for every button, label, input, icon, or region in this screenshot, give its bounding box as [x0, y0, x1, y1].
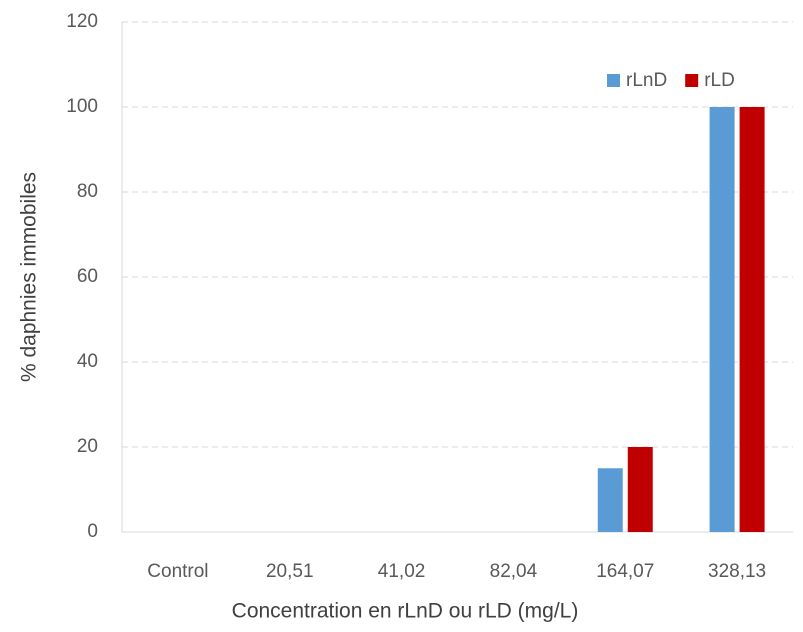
y-tick-label: 120	[66, 11, 98, 32]
x-axis-title: Concentration en rLnD ou rLD (mg/L)	[232, 600, 579, 623]
y-tick-label: 60	[77, 266, 98, 287]
bar	[739, 107, 765, 532]
bar	[627, 447, 653, 532]
y-tick-label: 100	[66, 96, 98, 117]
y-tick-label: 0	[87, 521, 98, 542]
y-tick-label: 20	[77, 436, 98, 457]
legend-label: rLnD	[626, 70, 667, 91]
x-tick-label: 328,13	[708, 561, 766, 582]
x-tick-label: 82,04	[490, 561, 538, 582]
y-axis-title: % daphnies immobiles	[18, 172, 41, 382]
x-tick-label: Control	[147, 561, 208, 582]
y-tick-label: 40	[77, 351, 98, 372]
bar	[597, 468, 623, 532]
legend-swatch	[607, 74, 620, 87]
bar	[709, 107, 735, 532]
x-tick-label: 41,02	[378, 561, 426, 582]
legend-swatch	[685, 74, 699, 87]
x-tick-label: 20,51	[266, 561, 314, 582]
legend-label: rLD	[704, 70, 735, 91]
y-tick-label: 80	[77, 181, 98, 202]
x-tick-label: 164,07	[596, 561, 654, 582]
